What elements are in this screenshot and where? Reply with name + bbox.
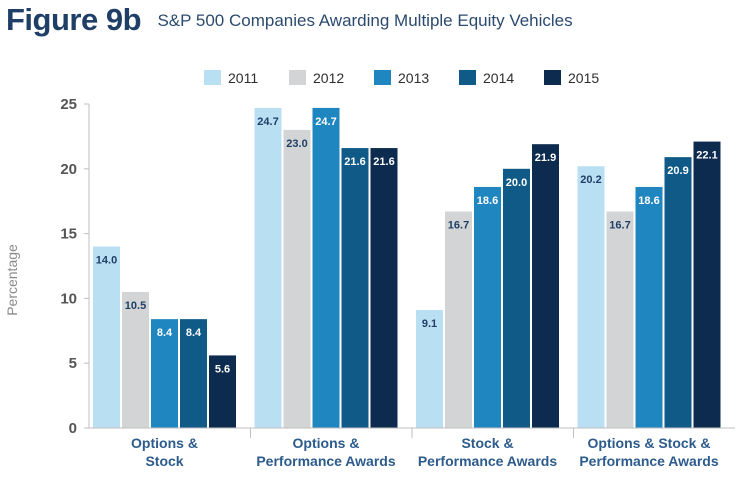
bar-2013 (312, 107, 340, 428)
data-label-2011: 9.1 (422, 318, 437, 330)
bar-2012 (283, 129, 311, 429)
bar-2011 (93, 246, 120, 428)
chart-header: Figure 9b S&P 500 Companies Awarding Mul… (6, 2, 573, 42)
bar-2011 (254, 107, 282, 428)
bar-2013 (474, 186, 501, 428)
data-label-2014: 20.9 (667, 165, 688, 177)
x-category-label: Performance Awards (418, 453, 557, 469)
legend-label-2013: 2013 (398, 70, 429, 86)
x-category-label: Options & Stock & (588, 435, 711, 451)
legend-label-2012: 2012 (313, 70, 344, 86)
legend-swatch-2012 (289, 70, 306, 85)
bar-2014 (180, 319, 207, 428)
data-label-2012: 10.5 (125, 300, 146, 312)
data-label-2013: 18.6 (638, 195, 659, 207)
x-category-label: Performance Awards (256, 453, 395, 469)
y-tick-label: 15 (60, 226, 77, 243)
bar-2013 (635, 186, 663, 428)
data-label-2015: 5.6 (215, 363, 230, 375)
y-tick-label: 25 (60, 96, 77, 113)
x-category-label: Performance Awards (579, 453, 718, 469)
data-label-2012: 16.7 (609, 220, 630, 232)
legend-label-2011: 2011 (228, 70, 258, 86)
data-label-2015: 22.1 (696, 150, 717, 162)
x-category-label: Stock (145, 453, 183, 469)
x-category-label: Stock & (461, 435, 513, 451)
data-label-2013: 8.4 (157, 327, 173, 339)
legend-label-2015: 2015 (568, 70, 599, 86)
data-label-2011: 20.2 (580, 174, 601, 186)
bar-2015 (532, 144, 559, 428)
bar-2011 (416, 310, 443, 428)
x-category-label: Options & (293, 435, 360, 451)
legend-swatch-2013 (374, 70, 391, 85)
chart-title: S&P 500 Companies Awarding Multiple Equi… (157, 11, 573, 30)
bar-2015 (209, 355, 236, 428)
bar-2012 (606, 211, 634, 428)
bar-2012 (122, 291, 149, 428)
figure-label: Figure 9b (6, 2, 142, 37)
data-label-2015: 21.9 (535, 152, 556, 164)
data-label-2012: 16.7 (448, 220, 469, 232)
bar-2012 (445, 211, 472, 428)
legend-swatch-2011 (204, 70, 221, 85)
data-label-2014: 21.6 (344, 156, 365, 168)
data-label-2011: 24.7 (257, 116, 278, 128)
legend-label-2014: 2014 (483, 70, 514, 86)
bar-2014 (503, 168, 530, 429)
bar-2015 (693, 141, 721, 429)
x-category-label: Options & (131, 435, 198, 451)
data-label-2015: 21.6 (373, 156, 394, 168)
data-label-2014: 20.0 (506, 177, 527, 189)
y-tick-label: 5 (69, 355, 77, 372)
bar-2014 (664, 157, 692, 429)
bar-2014 (341, 148, 369, 428)
data-label-2013: 24.7 (315, 116, 336, 128)
y-tick-label: 0 (69, 420, 77, 437)
legend-swatch-2015 (544, 70, 561, 85)
data-label-2014: 8.4 (186, 327, 202, 339)
bar-2015 (370, 148, 398, 428)
y-axis-label: Percentage (4, 244, 20, 316)
data-label-2012: 23.0 (286, 138, 307, 150)
legend-swatch-2014 (459, 70, 476, 85)
bar-2013 (151, 319, 178, 428)
y-tick-label: 20 (60, 161, 77, 178)
data-label-2013: 18.6 (477, 195, 498, 207)
y-tick-label: 10 (60, 290, 77, 307)
data-label-2011: 14.0 (96, 255, 117, 267)
bar-2011 (577, 166, 605, 428)
